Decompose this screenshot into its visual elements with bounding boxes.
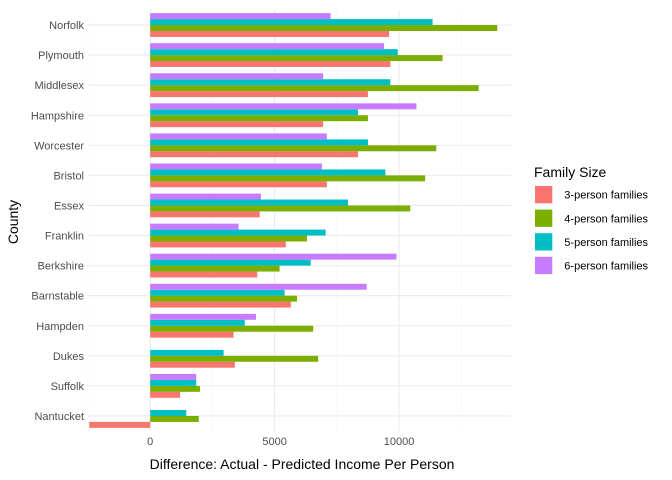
legend-title: Family Size	[534, 164, 607, 180]
bar-hampden-3-person	[150, 331, 234, 338]
bar-plymouth-5-person	[150, 49, 398, 56]
grid	[87, 10, 511, 431]
bar-worcester-5-person	[150, 139, 368, 146]
y-axis-title: County	[5, 200, 21, 244]
y-tick-label-middlesex: Middlesex	[34, 80, 84, 92]
x-axis-tick-labels: 0 5000 10000	[147, 436, 414, 448]
bar-nantucket-5-person	[150, 410, 187, 416]
bar-bristol-4-person	[150, 175, 426, 182]
bar-plymouth-4-person	[150, 55, 443, 62]
bar-essex-5-person	[150, 199, 349, 206]
bar-barnstable-4-person	[150, 295, 298, 302]
y-tick-label-franklin: Franklin	[45, 231, 84, 243]
y-tick-label-nantucket: Nantucket	[34, 411, 84, 423]
bar-bristol-5-person	[150, 169, 386, 176]
bar-nantucket-4-person	[150, 415, 199, 422]
bar-plymouth-3-person	[150, 61, 391, 68]
y-tick-label-worcester: Worcester	[34, 140, 84, 152]
bar-suffolk-6-person	[150, 373, 197, 380]
legend-label-3-person: 3-person families	[564, 190, 648, 202]
legend-label-6-person: 6-person families	[564, 260, 648, 272]
bar-berkshire-6-person	[150, 253, 397, 260]
y-tick-label-bristol: Bristol	[53, 170, 84, 182]
y-tick-label-dukes: Dukes	[53, 351, 85, 363]
y-tick-label-berkshire: Berkshire	[38, 261, 84, 273]
bar-franklin-6-person	[150, 223, 239, 230]
bar-norfolk-4-person	[150, 25, 498, 31]
y-tick-label-barnstable: Barnstable	[31, 291, 84, 303]
bar-suffolk-5-person	[150, 379, 197, 386]
x-tick-label-1: 5000	[262, 436, 286, 448]
x-tick-label-2: 10000	[384, 436, 415, 448]
bar-dukes-4-person	[150, 355, 319, 362]
bar-norfolk-6-person	[150, 13, 331, 20]
legend-label-4-person: 4-person families	[564, 213, 648, 225]
bar-norfolk-5-person	[150, 19, 433, 26]
bar-essex-3-person	[150, 211, 260, 218]
bar-hampshire-5-person	[150, 109, 358, 116]
bar-middlesex-5-person	[150, 79, 391, 86]
bar-berkshire-3-person	[150, 271, 258, 278]
bar-dukes-5-person	[150, 349, 224, 356]
bar-hampshire-4-person	[150, 115, 368, 122]
x-axis-title: Difference: Actual - Predicted Income Pe…	[150, 456, 455, 472]
bar-essex-4-person	[150, 205, 411, 212]
y-tick-label-essex: Essex	[54, 200, 84, 212]
legend-label-5-person: 5-person families	[564, 237, 648, 249]
y-tick-label-plymouth: Plymouth	[38, 50, 84, 62]
y-tick-label-norfolk: Norfolk	[49, 20, 84, 32]
bar-norfolk-3-person	[150, 30, 390, 37]
bar-bristol-3-person	[150, 181, 327, 188]
bar-franklin-5-person	[150, 229, 326, 236]
bar-hampden-6-person	[150, 313, 256, 320]
bars	[89, 13, 498, 428]
legend-key-3-person	[535, 186, 553, 204]
bar-bristol-6-person	[150, 163, 322, 170]
bar-hampden-5-person	[150, 319, 245, 326]
bar-berkshire-5-person	[150, 259, 311, 266]
legend-key-4-person	[535, 209, 553, 227]
bar-worcester-3-person	[150, 151, 358, 158]
bar-worcester-6-person	[150, 133, 327, 140]
y-tick-label-hampshire: Hampshire	[31, 110, 84, 122]
bar-franklin-3-person	[150, 241, 286, 248]
bar-hampshire-3-person	[150, 121, 324, 128]
bar-barnstable-5-person	[150, 289, 285, 296]
legend-key-5-person	[535, 233, 553, 251]
bar-middlesex-6-person	[150, 73, 324, 80]
bar-franklin-4-person	[150, 235, 307, 242]
y-tick-label-hampden: Hampden	[36, 321, 84, 333]
bar-middlesex-3-person	[150, 91, 368, 98]
y-tick-label-suffolk: Suffolk	[51, 381, 85, 393]
bar-suffolk-3-person	[150, 391, 181, 398]
bar-berkshire-4-person	[150, 265, 280, 272]
bar-hampshire-6-person	[150, 103, 417, 110]
legend-key-6-person	[535, 256, 553, 275]
bar-suffolk-4-person	[150, 385, 200, 392]
bar-barnstable-3-person	[150, 301, 291, 308]
bar-plymouth-6-person	[150, 43, 385, 50]
y-axis-tick-labels: Norfolk Plymouth Middlesex Hampshire Worcest…	[31, 20, 85, 423]
bar-hampden-4-person	[150, 325, 314, 332]
x-tick-label-0: 0	[147, 436, 153, 448]
bar-worcester-4-person	[150, 145, 437, 152]
bar-nantucket-3-person	[89, 421, 151, 428]
legend: Family Size 3-person families 4-person fa…	[534, 164, 649, 275]
bar-barnstable-6-person	[150, 283, 367, 290]
bar-dukes-3-person	[150, 361, 235, 368]
bar-middlesex-4-person	[150, 85, 479, 92]
bar-essex-6-person	[150, 193, 261, 200]
